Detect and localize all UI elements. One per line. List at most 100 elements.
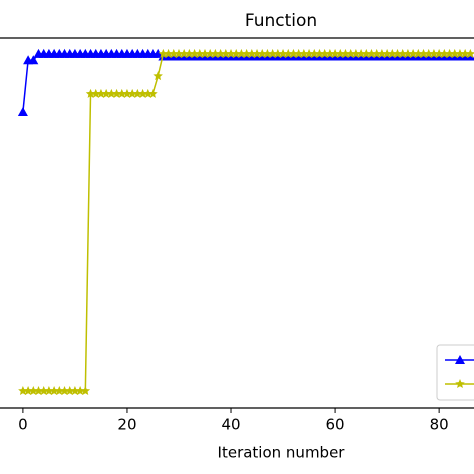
point [319,48,330,58]
point [465,48,474,58]
point [54,385,65,396]
point [257,48,267,58]
point [80,385,91,396]
point [143,88,153,98]
point [330,48,340,58]
point [262,48,273,58]
point [221,48,231,58]
series-line [22,53,471,392]
point [137,88,148,98]
point [96,88,106,98]
point [158,48,169,58]
point [127,88,137,98]
point [184,48,195,58]
point [122,88,132,98]
point [460,48,470,58]
point [444,48,455,58]
point [325,48,335,58]
point [392,48,403,58]
point [17,107,28,116]
point [423,48,434,58]
point [179,48,189,58]
point [345,48,356,58]
point [163,48,174,58]
point [85,88,96,98]
point [449,48,460,58]
point [64,385,75,396]
point [335,48,346,58]
point [439,48,450,58]
point [314,48,325,58]
point [200,48,210,58]
point [18,385,28,396]
point [226,48,236,58]
point [304,48,314,58]
point [293,48,304,58]
point [148,88,158,98]
point [75,385,85,396]
point [90,88,101,98]
point [387,48,398,58]
point [418,48,429,58]
point [283,48,294,58]
point [429,48,439,58]
point [189,48,200,58]
point [117,88,127,98]
chart-title: Function [245,11,317,31]
point [70,385,80,396]
legend-marker [455,379,465,389]
point [205,48,215,58]
point [215,48,226,58]
legend-box [436,344,474,401]
point [247,48,257,58]
x-tick-label: 0 [18,416,28,434]
point [153,48,164,58]
point [455,48,465,58]
point [413,48,424,58]
x-tick-label: 80 [430,416,449,434]
point [361,48,372,58]
point [351,48,361,58]
x-tick-label: 20 [117,416,136,434]
point [44,385,54,396]
point [288,48,299,58]
point [28,55,39,65]
point [382,48,392,58]
point [210,48,221,58]
point [49,385,59,396]
point [153,71,163,81]
point [408,48,418,58]
x-tick-label: 60 [326,416,345,434]
point [377,48,387,58]
point [101,88,111,98]
point [106,88,117,98]
point [241,48,252,58]
point [366,48,377,58]
point [340,48,351,58]
point [236,48,247,58]
point [267,48,278,58]
point [252,48,262,58]
point [299,48,309,58]
point [59,385,70,396]
point [397,48,408,58]
point [111,88,122,98]
point [174,48,184,58]
point [273,48,283,58]
point [278,48,288,58]
point [371,48,382,58]
x-tick-label: 40 [221,416,240,434]
point [33,385,44,396]
x-axis-label: Iteration number [218,444,346,462]
point [231,48,241,58]
point [132,88,143,98]
point [403,48,413,58]
point [195,48,205,58]
legend-marker [455,355,465,364]
point [28,385,39,396]
point [23,385,33,396]
point [309,48,320,58]
point [169,48,179,58]
